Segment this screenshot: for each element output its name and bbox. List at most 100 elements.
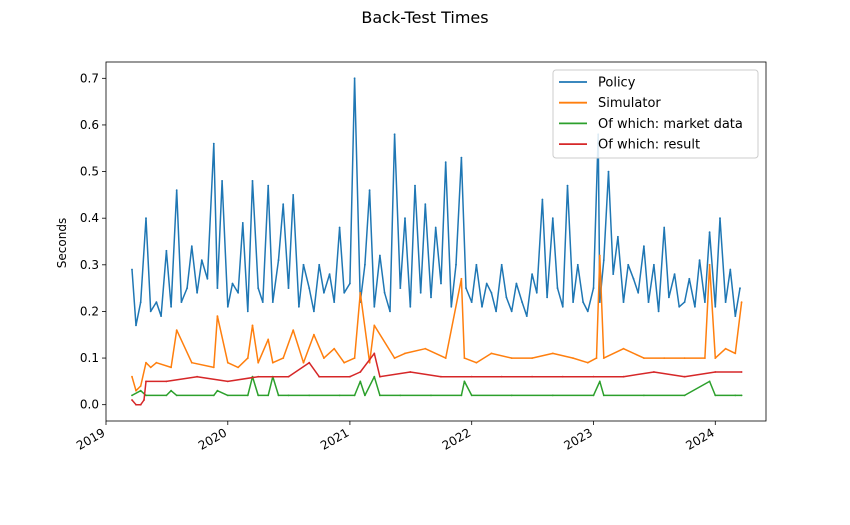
series-point-2 xyxy=(602,394,605,397)
series-point-3 xyxy=(561,375,564,378)
series-point-0 xyxy=(485,282,488,285)
series-point-1 xyxy=(135,389,137,392)
series-point-2 xyxy=(683,394,686,397)
series-point-2 xyxy=(598,380,601,383)
legend-box xyxy=(552,69,759,159)
series-point-0 xyxy=(637,291,640,294)
series-point-0 xyxy=(389,310,391,313)
series-point-0 xyxy=(251,180,254,182)
series-point-1 xyxy=(155,361,158,364)
series-point-0 xyxy=(607,170,610,173)
series-point-0 xyxy=(145,217,147,220)
series-point-0 xyxy=(444,161,447,164)
series-point-0 xyxy=(409,305,412,308)
series-point-0 xyxy=(160,315,163,317)
series-point-0 xyxy=(186,287,189,289)
series-point-1 xyxy=(683,357,686,359)
series-point-1 xyxy=(267,338,270,341)
series-point-0 xyxy=(338,226,341,229)
series-point-1 xyxy=(404,352,406,355)
series-point-0 xyxy=(627,263,630,266)
series-point-2 xyxy=(359,380,362,383)
series-point-3 xyxy=(622,375,625,378)
series-point-0 xyxy=(688,277,691,280)
series-point-0 xyxy=(729,268,732,271)
series-point-0 xyxy=(318,263,321,266)
series-point-1 xyxy=(226,361,229,364)
series-point-1 xyxy=(237,366,240,369)
series-point-2 xyxy=(287,394,290,397)
series-point-0 xyxy=(694,305,696,308)
series-point-0 xyxy=(212,142,215,145)
series-point-0 xyxy=(719,217,721,220)
series-point-2 xyxy=(399,394,402,397)
series-point-0 xyxy=(481,305,483,308)
series-point-1 xyxy=(216,315,219,317)
series-point-2 xyxy=(430,394,432,397)
series-point-2 xyxy=(551,394,554,397)
series-point-0 xyxy=(261,301,264,303)
series-point-0 xyxy=(257,287,260,289)
series-point-3 xyxy=(143,399,145,401)
series-point-1 xyxy=(572,357,574,359)
series-point-0 xyxy=(592,287,595,289)
series-point-0 xyxy=(551,217,554,220)
series-point-1 xyxy=(170,366,173,369)
series-point-0 xyxy=(586,310,589,313)
series-point-0 xyxy=(657,310,660,313)
series-point-2 xyxy=(131,394,133,397)
series-point-0 xyxy=(302,263,305,266)
series-point-0 xyxy=(673,273,676,275)
series-point-0 xyxy=(131,268,133,271)
series-point-0 xyxy=(678,305,681,308)
series-point-1 xyxy=(734,352,737,355)
series-point-0 xyxy=(196,291,199,294)
series-point-0 xyxy=(287,287,290,289)
series-point-0 xyxy=(434,226,437,229)
series-point-2 xyxy=(175,394,178,397)
series-point-2 xyxy=(373,375,376,378)
series-point-1 xyxy=(190,361,193,364)
series-point-1 xyxy=(714,357,717,359)
series-point-0 xyxy=(566,184,569,187)
series-point-0 xyxy=(271,301,274,303)
series-point-1 xyxy=(302,361,305,364)
series-point-0 xyxy=(734,315,737,317)
series-point-1 xyxy=(368,361,371,364)
series-point-3 xyxy=(257,375,260,378)
series-point-0 xyxy=(541,198,544,201)
series-point-2 xyxy=(708,380,711,383)
series-point-3 xyxy=(531,375,533,378)
series-point-1 xyxy=(323,357,325,359)
series-point-3 xyxy=(683,375,686,378)
series-point-0 xyxy=(221,180,224,182)
series-group xyxy=(131,77,743,406)
series-point-0 xyxy=(414,184,416,187)
series-point-0 xyxy=(313,310,315,313)
series-point-2 xyxy=(740,394,743,397)
series-point-2 xyxy=(460,394,463,397)
y-tick-label: 0.3 xyxy=(80,258,99,272)
series-point-3 xyxy=(592,375,595,378)
series-point-0 xyxy=(510,310,513,313)
series-point-0 xyxy=(704,301,706,303)
series-point-0 xyxy=(455,263,457,266)
series-point-1 xyxy=(212,366,215,369)
series-point-0 xyxy=(647,301,650,303)
series-point-3 xyxy=(740,371,743,373)
series-point-0 xyxy=(617,235,619,238)
plot-area xyxy=(131,77,743,406)
series-point-3 xyxy=(500,375,503,378)
series-point-2 xyxy=(338,394,341,397)
series-point-0 xyxy=(383,291,386,294)
series-point-2 xyxy=(267,394,270,397)
series-point-0 xyxy=(139,301,142,303)
series-point-3 xyxy=(349,375,351,378)
series-point-0 xyxy=(226,305,229,308)
series-point-3 xyxy=(131,399,133,401)
series-point-2 xyxy=(463,380,466,383)
series-point-0 xyxy=(165,249,168,252)
series-point-3 xyxy=(308,361,311,364)
series-point-0 xyxy=(714,305,717,308)
series-point-3 xyxy=(470,375,473,378)
